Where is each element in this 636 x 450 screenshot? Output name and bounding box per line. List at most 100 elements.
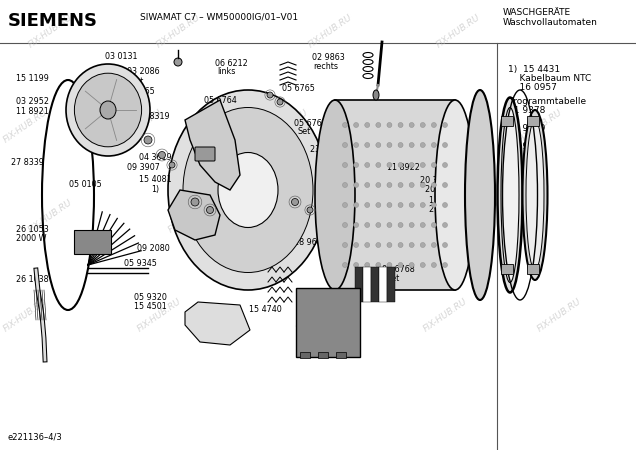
Ellipse shape (66, 64, 150, 156)
Circle shape (409, 222, 414, 228)
Circle shape (267, 92, 273, 98)
Circle shape (354, 162, 359, 167)
Text: FIX-HUB.RU: FIX-HUB.RU (2, 297, 49, 333)
Circle shape (409, 122, 414, 127)
Circle shape (387, 183, 392, 188)
Bar (379, 267, 387, 302)
Bar (300, 352, 310, 358)
Text: WASCHGERÄTE: WASCHGERÄTE (502, 8, 570, 17)
Text: 1)  15 4431: 1) 15 4431 (508, 65, 560, 74)
Text: 20 3961: 20 3961 (425, 185, 457, 194)
Circle shape (409, 183, 414, 188)
Circle shape (420, 243, 425, 248)
Circle shape (443, 222, 448, 228)
Circle shape (364, 162, 370, 167)
Bar (527, 264, 539, 274)
Text: 16 0957: 16 0957 (508, 83, 557, 92)
Circle shape (364, 202, 370, 207)
Text: rechts: rechts (314, 62, 338, 71)
Ellipse shape (465, 90, 495, 300)
Circle shape (364, 262, 370, 267)
Text: 51 9380: 51 9380 (508, 142, 546, 151)
Circle shape (343, 122, 347, 127)
Text: (I): (I) (508, 115, 518, 124)
Circle shape (409, 243, 414, 248)
Circle shape (207, 207, 214, 213)
FancyBboxPatch shape (195, 147, 215, 161)
Text: FIX-HUB.RU: FIX-HUB.RU (453, 198, 501, 234)
Circle shape (291, 198, 298, 206)
Text: 05 6768: 05 6768 (382, 265, 414, 274)
Text: 29 5609: 29 5609 (429, 205, 462, 214)
Text: (P): (P) (508, 133, 520, 142)
Circle shape (398, 162, 403, 167)
Ellipse shape (435, 100, 475, 290)
Text: 51 9693: 51 9693 (508, 178, 546, 187)
Circle shape (376, 122, 381, 127)
Circle shape (398, 262, 403, 267)
Circle shape (343, 202, 347, 207)
Text: 06 8319: 06 8319 (137, 112, 169, 121)
Circle shape (398, 122, 403, 127)
Circle shape (169, 162, 175, 168)
Text: Set: Set (298, 127, 311, 136)
Text: 51 9379: 51 9379 (508, 124, 546, 133)
Text: 05 0105: 05 0105 (69, 180, 101, 189)
Ellipse shape (373, 90, 379, 100)
Text: 15 1199: 15 1199 (16, 74, 49, 83)
Polygon shape (185, 302, 250, 345)
Circle shape (398, 143, 403, 148)
Ellipse shape (501, 108, 519, 283)
Bar (371, 267, 379, 302)
Text: 11 8921: 11 8921 (16, 107, 48, 116)
Text: 27 8339: 27 8339 (11, 158, 45, 167)
Text: 03 0131: 03 0131 (105, 52, 137, 61)
Text: FIX-HUB.RU: FIX-HUB.RU (116, 108, 163, 144)
Circle shape (354, 243, 359, 248)
Circle shape (431, 222, 436, 228)
Text: FIX-HUB.RU: FIX-HUB.RU (135, 297, 183, 333)
Text: 2000 W: 2000 W (16, 234, 46, 243)
Text: (GR): (GR) (508, 169, 529, 178)
Text: Set: Set (387, 274, 400, 283)
Circle shape (420, 202, 425, 207)
Text: FIX-HUB.RU: FIX-HUB.RU (536, 297, 583, 333)
Text: links: links (218, 68, 236, 76)
Bar (527, 116, 539, 126)
Circle shape (409, 262, 414, 267)
Circle shape (364, 183, 370, 188)
Bar (335, 100, 455, 290)
Circle shape (443, 162, 448, 167)
Text: FIX-HUB.RU: FIX-HUB.RU (422, 297, 469, 333)
Text: 11 8922: 11 8922 (387, 163, 420, 172)
Ellipse shape (74, 73, 142, 147)
Circle shape (343, 243, 347, 248)
Text: Waschvollautomaten: Waschvollautomaten (502, 18, 597, 27)
Text: 14 1344: 14 1344 (224, 259, 256, 268)
Circle shape (387, 143, 392, 148)
Bar (336, 352, 346, 358)
Circle shape (354, 202, 359, 207)
Circle shape (307, 207, 313, 213)
Text: FIX-HUB.RU: FIX-HUB.RU (390, 108, 437, 144)
Circle shape (354, 122, 359, 127)
Text: 05 6767: 05 6767 (294, 119, 327, 128)
Circle shape (431, 162, 436, 167)
FancyBboxPatch shape (74, 230, 111, 254)
Circle shape (420, 162, 425, 167)
Text: 11 8869: 11 8869 (188, 217, 220, 226)
Text: FIX-HUB.RU: FIX-HUB.RU (27, 198, 74, 234)
Circle shape (376, 162, 381, 167)
Circle shape (420, 262, 425, 267)
Text: FIX-HUB.RU: FIX-HUB.RU (517, 108, 564, 144)
Text: 23 3132: 23 3132 (310, 145, 343, 154)
FancyBboxPatch shape (296, 288, 360, 357)
Circle shape (158, 152, 165, 158)
Text: 02 9865: 02 9865 (266, 221, 299, 230)
Text: Programmtabelle: Programmtabelle (508, 97, 586, 106)
Bar (363, 267, 371, 302)
Text: 15 4740: 15 4740 (249, 305, 282, 314)
Circle shape (277, 99, 283, 105)
Text: Set: Set (130, 76, 144, 86)
Circle shape (431, 183, 436, 188)
